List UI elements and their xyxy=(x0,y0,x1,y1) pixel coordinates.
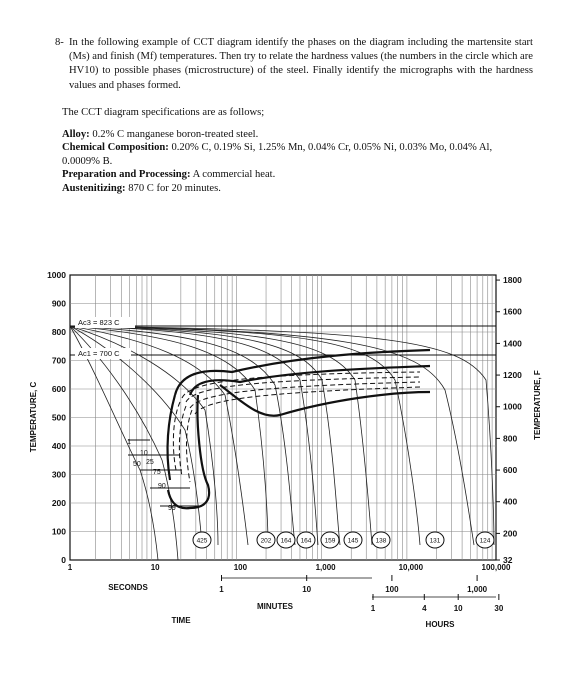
minutes-tick-label: 10 xyxy=(302,585,311,594)
hardness-value: 138 xyxy=(376,538,387,545)
hardness-value: 145 xyxy=(348,538,359,545)
ac3-label: Ac3 = 823 C xyxy=(78,318,120,327)
hardness-circle: 124 xyxy=(475,531,495,549)
hours-tick-label: 10 xyxy=(454,604,463,613)
minutes-label: MINUTES xyxy=(257,602,294,611)
right-tick-label: 400 xyxy=(503,497,517,507)
hardness-circles: 425 202 164 164 159 145 138 131 124 xyxy=(192,531,495,549)
left-tick-label: 700 xyxy=(52,356,66,366)
left-tick-label: 500 xyxy=(52,413,66,423)
left-tick-label: 300 xyxy=(52,470,66,480)
seconds-tick-label: 100,000 xyxy=(482,563,511,572)
right-tick-label: 1200 xyxy=(503,370,522,380)
hours-label: HOURS xyxy=(426,620,456,629)
specifications: The CCT diagram specifications are as fo… xyxy=(62,106,532,196)
pct-1-label: 1 xyxy=(127,439,131,446)
spec-chem: Chemical Composition: 0.20% C, 0.19% Si,… xyxy=(62,141,532,168)
right-tick-label: 1600 xyxy=(503,307,522,317)
right-tick-label: 800 xyxy=(503,433,517,443)
pct-50-label: 50 xyxy=(133,461,141,468)
chem-value: 0.20% C, 0.19% Si, 1.25% Mn, 0.04% Cr, 0… xyxy=(62,142,493,167)
hardness-value: 159 xyxy=(325,538,336,545)
pct-10-label: 10 xyxy=(140,450,148,457)
question-text: In the following example of CCT diagram … xyxy=(69,37,533,91)
right-tick-label: 600 xyxy=(503,465,517,475)
left-tick-label: 200 xyxy=(52,498,66,508)
hardness-value: 164 xyxy=(301,538,312,545)
seconds-tick-label: 10 xyxy=(151,563,160,572)
pct-75-label: 75 xyxy=(153,469,161,476)
left-tick-label: 0 xyxy=(61,555,66,565)
minutes-tick-label: 1 xyxy=(219,585,224,594)
hours-tick-label: 30 xyxy=(494,604,503,613)
hardness-circle: 145 xyxy=(343,531,363,549)
right-axis-label: TEMPERATURE, F xyxy=(533,370,542,440)
seconds-tick-label: 100 xyxy=(234,563,248,572)
hours-tick-label: 1 xyxy=(371,604,376,613)
minutes-tick-label: 100 xyxy=(385,585,399,594)
time-label: TIME xyxy=(171,616,191,625)
question-number: 8- xyxy=(55,37,64,48)
right-tick-label: 32 xyxy=(503,555,513,565)
ac1-label: Ac1 = 700 C xyxy=(78,349,120,358)
aus-value: 870 C for 20 minutes. xyxy=(128,182,221,194)
hardness-value: 131 xyxy=(430,538,441,545)
left-tick-label: 800 xyxy=(52,327,66,337)
hardness-circle: 164 xyxy=(296,531,316,549)
hardness-circle: 164 xyxy=(276,531,296,549)
hardness-value: 202 xyxy=(261,538,272,545)
prep-value: A commercial heat. xyxy=(192,169,276,181)
chem-label: Chemical Composition: xyxy=(62,142,169,154)
right-tick-label: 1400 xyxy=(503,338,522,348)
hardness-circle: 131 xyxy=(425,531,445,549)
left-tick-label: 600 xyxy=(52,384,66,394)
alloy-label: Alloy: xyxy=(62,128,90,140)
cooling-curves xyxy=(69,325,495,561)
seconds-label: SECONDS xyxy=(108,583,148,592)
hardness-circle: 159 xyxy=(320,531,340,549)
aus-label: Austenitizing: xyxy=(62,182,126,194)
left-tick-label: 400 xyxy=(52,441,66,451)
pct-25-label: 25 xyxy=(146,459,154,466)
alloy-value: 0.2% C manganese boron-treated steel. xyxy=(92,128,259,140)
seconds-tick-label: 10,000 xyxy=(399,563,424,572)
hours-tick-label: 4 xyxy=(422,604,427,613)
left-tick-label: 900 xyxy=(52,299,66,309)
right-tick-label: 200 xyxy=(503,528,517,538)
left-tick-label: 100 xyxy=(52,527,66,537)
seconds-tick-label: 1,000 xyxy=(316,563,337,572)
spec-prep: Preparation and Processing: A commercial… xyxy=(62,168,532,182)
left-axis-label: TEMPERATURE, C xyxy=(29,382,38,453)
seconds-tick-label: 1 xyxy=(68,563,73,572)
right-tick-label: 1000 xyxy=(503,402,522,412)
left-tick-label: 1000 xyxy=(47,270,66,280)
spec-alloy: Alloy: 0.2% C manganese boron-treated st… xyxy=(62,128,532,142)
pct-99-label: 99 xyxy=(168,505,176,512)
question: 8- In the following example of CCT diagr… xyxy=(55,36,533,93)
hardness-value: 425 xyxy=(197,538,208,545)
hardness-circle: 202 xyxy=(256,531,276,549)
hardness-circle: 138 xyxy=(371,531,391,549)
hardness-value: 124 xyxy=(480,538,491,545)
hardness-circle: 425 xyxy=(192,531,212,549)
spec-aus: Austenitizing: 870 C for 20 minutes. xyxy=(62,182,532,196)
hardness-value: 164 xyxy=(281,538,292,545)
minutes-tick-label: 1,000 xyxy=(467,585,488,594)
spec-intro: The CCT diagram specifications are as fo… xyxy=(62,107,265,118)
right-tick-label: 1800 xyxy=(503,275,522,285)
prep-label: Preparation and Processing: xyxy=(62,169,191,181)
dashed-isolines xyxy=(172,371,421,483)
pct-90-label: 90 xyxy=(158,483,166,490)
